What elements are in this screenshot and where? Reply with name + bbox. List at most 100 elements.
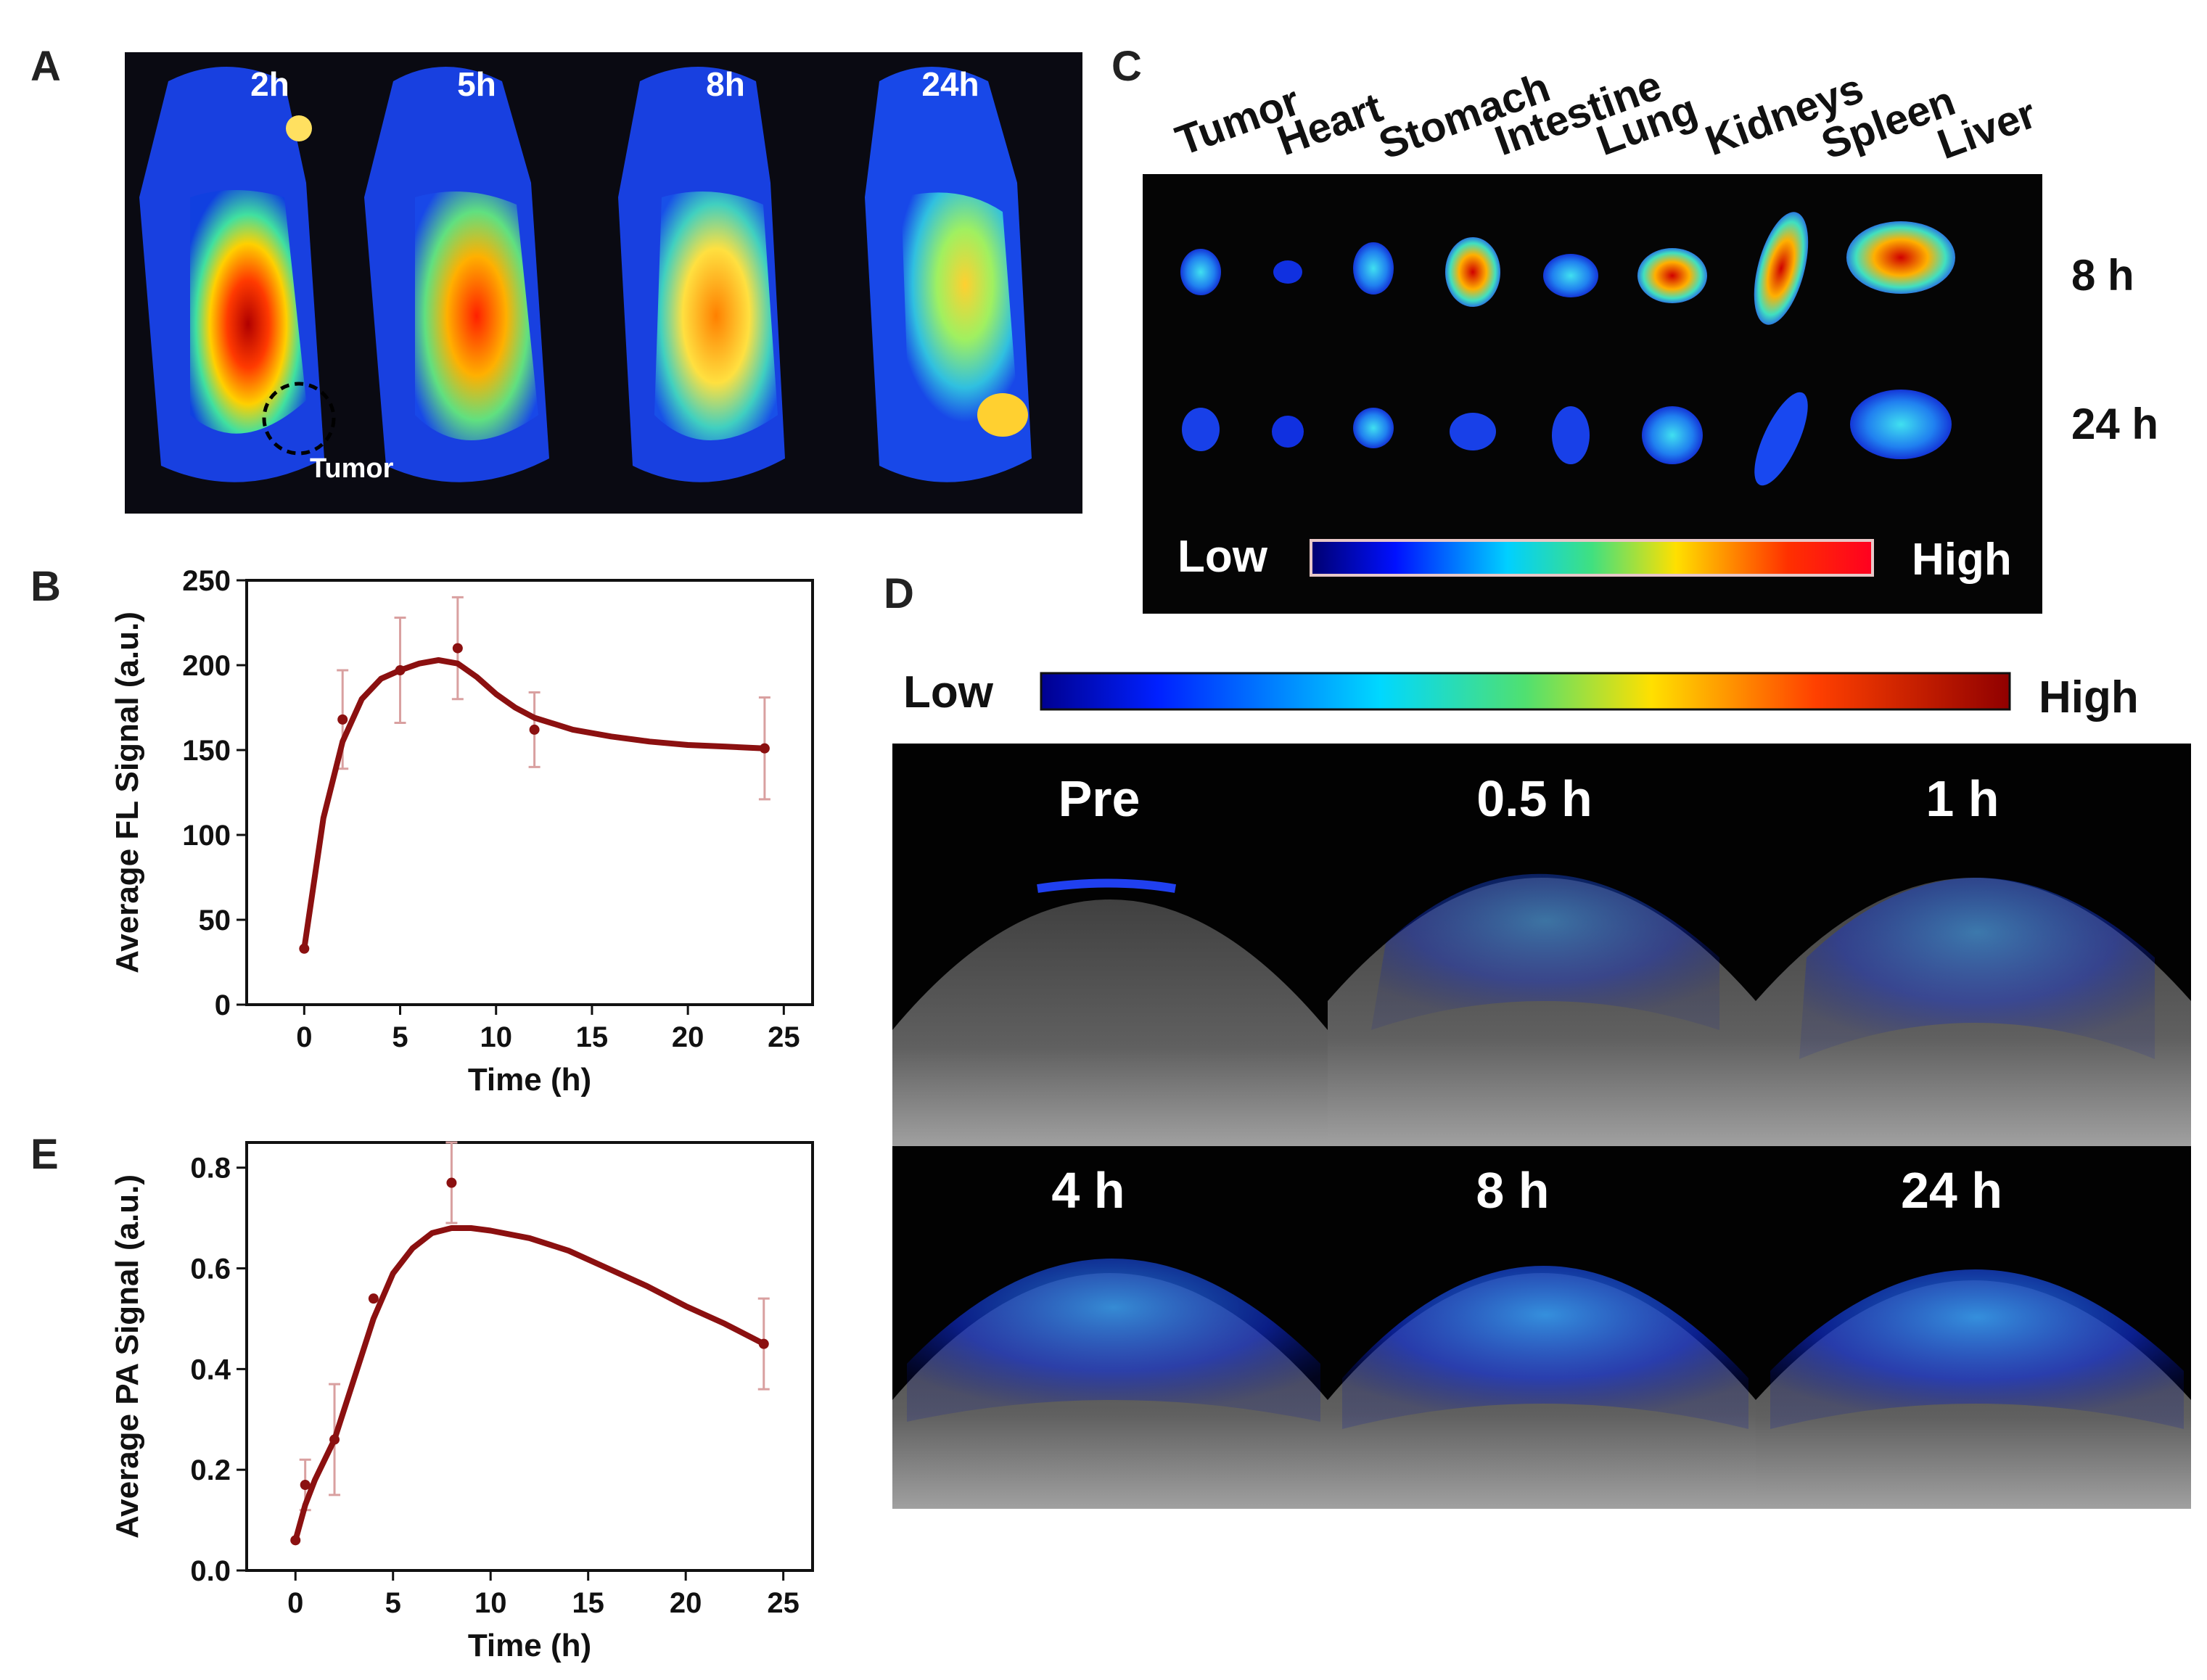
organ-8h-tumor	[1180, 249, 1221, 295]
data-point	[446, 1177, 457, 1188]
data-point	[368, 1293, 379, 1304]
panel-letter-c: C	[1111, 43, 1142, 90]
mouse-2h	[139, 67, 324, 482]
organ-24h-heart	[1272, 416, 1304, 448]
panel-c-scale-high: High	[1912, 535, 2012, 585]
panel-d-color-scale	[1040, 672, 2011, 711]
fit-curve	[292, 1225, 767, 1544]
chart-e: 0 5 10 15 20 25 0.0 0.2 0.4 0.6 0.8 Time (h) Average…	[110, 1141, 814, 1663]
organ-8h-liver	[1846, 221, 1955, 294]
data-point	[395, 665, 406, 676]
organ-24h-tumor	[1182, 408, 1220, 451]
organ-8h-stomach	[1353, 242, 1394, 295]
x-tick-label: 25	[767, 1587, 800, 1619]
pa-time-label: 4 h	[1051, 1162, 1125, 1219]
y-tick-label: 200	[182, 650, 231, 682]
x-tick-label: 0	[296, 1021, 312, 1053]
y-tick-label: 50	[199, 905, 231, 936]
data-point	[290, 1535, 301, 1546]
x-tick-label: 0	[287, 1587, 303, 1619]
mouse-8h	[618, 67, 785, 482]
x-axis-label: Time (h)	[468, 1062, 591, 1098]
organ-8h-lung	[1543, 254, 1598, 297]
x-axis-label: Time (h)	[468, 1628, 591, 1663]
organ-8h-spleen	[1754, 212, 1809, 325]
plot-frame	[245, 579, 814, 1006]
y-tick-label: 0.0	[190, 1555, 231, 1587]
panel-d-scale-low: Low	[903, 667, 994, 717]
organ-8h-intestine	[1445, 237, 1500, 307]
x-tick-label: 5	[385, 1587, 401, 1619]
y-tick-label: 100	[182, 820, 231, 852]
data-point	[529, 724, 540, 735]
panel-c-color-scale	[1310, 539, 1874, 577]
panel-letter-d: D	[884, 570, 914, 617]
y-axis-label: Average PA Signal (a.u.)	[110, 1174, 145, 1539]
panel-c-organ-labels: Tumor Heart Stomach Intestine Lung Kidne…	[1170, 62, 2042, 169]
organ-24h-intestine	[1450, 413, 1496, 450]
pa-time-label: 8 h	[1476, 1162, 1549, 1219]
organ-8h-heart	[1273, 260, 1302, 284]
plot-frame	[245, 1141, 814, 1572]
fit-curve	[301, 657, 768, 952]
panel-letter-b: B	[30, 563, 61, 610]
panel-d: Low High Pre 0.5 h 1 h 4 h 8 h 24 h	[892, 667, 2191, 1509]
x-tick-label: 25	[768, 1021, 800, 1053]
x-tick-label: 10	[474, 1587, 507, 1619]
data-point	[758, 1338, 769, 1349]
organ-24h-kidneys	[1642, 406, 1703, 464]
x-tick-label: 15	[576, 1021, 609, 1053]
data-point	[759, 743, 770, 754]
panel-a-time-label: 24h	[921, 65, 979, 103]
pa-image-1h	[1756, 878, 2191, 1146]
x-tick-label: 15	[572, 1587, 604, 1619]
pa-time-label: Pre	[1059, 770, 1141, 827]
organ-24h-spleen	[1754, 392, 1808, 486]
panel-c-scale-low: Low	[1178, 532, 1268, 582]
panel-a-image: 2h 5h 8h 24h Tumor	[125, 52, 1082, 514]
organ-24h-stomach	[1353, 408, 1394, 448]
y-axis-label: Average FL Signal (a.u.)	[110, 612, 145, 973]
organ-24h-lung	[1552, 406, 1590, 464]
pa-image-pre	[892, 878, 1328, 1146]
y-tick-label: 0.2	[190, 1454, 231, 1486]
data-point	[299, 943, 310, 954]
y-tick-label: 0.8	[190, 1153, 231, 1185]
panel-a-time-label: 5h	[457, 65, 496, 103]
pa-image-0-5h	[1328, 873, 1756, 1146]
y-tick-label: 0.4	[190, 1354, 231, 1385]
panel-c-image: Low High	[1143, 174, 2042, 614]
tumor-circle	[262, 382, 336, 456]
panel-c-row-label: 8 h	[2071, 251, 2134, 300]
panel-c-row-label: 24 h	[2071, 400, 2159, 448]
pa-time-label: 1 h	[1926, 770, 1999, 827]
panel-a-time-label: 2h	[250, 65, 289, 103]
panel-d-scale-high: High	[2039, 672, 2139, 722]
x-tick-label: 20	[670, 1587, 702, 1619]
mouse-24h	[865, 67, 1032, 482]
organ-24h-liver	[1850, 390, 1952, 459]
panel-letter-a: A	[30, 43, 61, 90]
x-tick-label: 10	[480, 1021, 512, 1053]
pa-image-24h	[1756, 1269, 2191, 1509]
y-tick-label: 0	[215, 989, 231, 1021]
panel-a-time-label: 8h	[706, 65, 745, 103]
pa-image-8h	[1328, 1266, 1756, 1509]
pa-time-label: 0.5 h	[1476, 770, 1592, 827]
y-tick-label: 250	[182, 565, 231, 597]
y-tick-label: 0.6	[190, 1253, 231, 1285]
x-tick-label: 20	[672, 1021, 704, 1053]
pa-time-label: 24 h	[1901, 1162, 2002, 1219]
x-tick-label: 5	[392, 1021, 408, 1053]
data-point	[337, 714, 348, 725]
pa-image-4h	[892, 1259, 1328, 1509]
tumor-label: Tumor	[310, 453, 394, 484]
organ-8h-kidneys	[1637, 248, 1707, 303]
data-point	[329, 1434, 340, 1445]
mouse-5h	[364, 67, 549, 482]
data-point	[300, 1480, 311, 1490]
data-point	[452, 643, 463, 654]
panel-letter-e: E	[30, 1131, 59, 1178]
y-tick-label: 150	[182, 735, 231, 767]
